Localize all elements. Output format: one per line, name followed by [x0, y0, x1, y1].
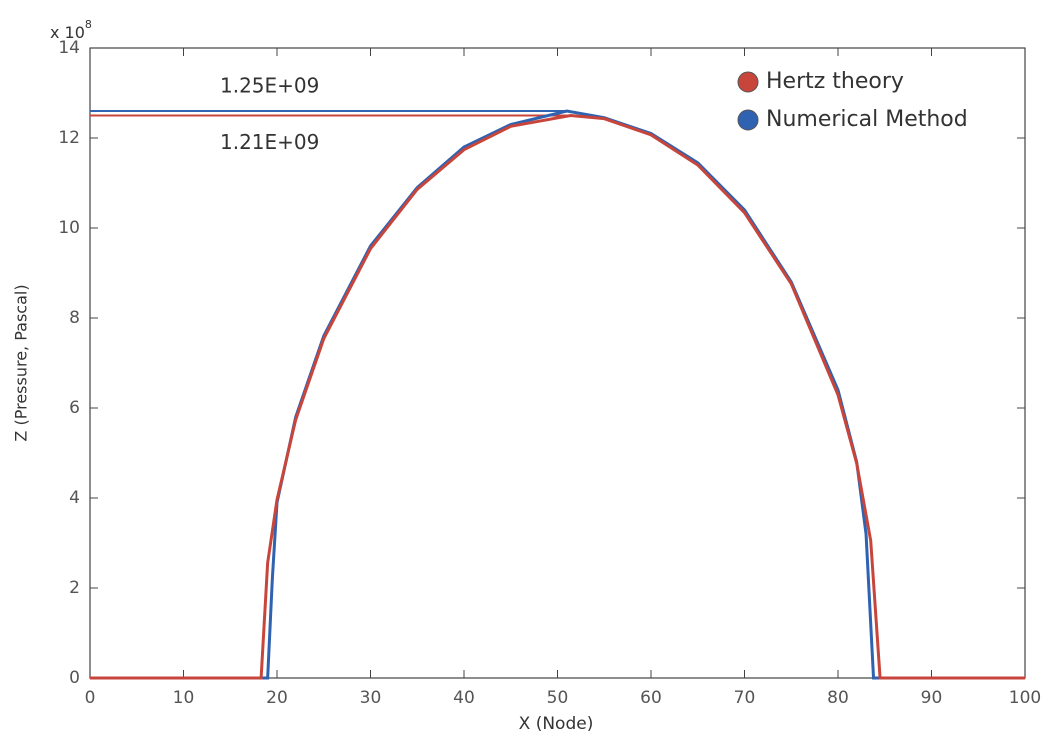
- x-tick-label: 90: [921, 688, 943, 708]
- x-axis-label: X (Node): [519, 714, 594, 734]
- annotation: 1.21E+09: [220, 130, 319, 154]
- legend-label: Numerical Method: [766, 107, 968, 132]
- x-tick-label: 80: [827, 688, 849, 708]
- x-tick-label: 10: [173, 688, 195, 708]
- x-tick-label: 70: [734, 688, 756, 708]
- legend-marker: [737, 71, 759, 93]
- x-tick-label: 0: [85, 688, 96, 708]
- series-line: [90, 113, 1025, 680]
- y-tick-label: 0: [69, 668, 80, 688]
- x-tick-label: 40: [453, 688, 475, 708]
- y-tick-label: 14: [58, 38, 80, 58]
- y-multiplier-exponent: 8: [85, 18, 92, 31]
- annotation: 1.25E+09: [220, 74, 319, 98]
- legend-marker: [737, 109, 759, 131]
- y-tick-label: 2: [69, 578, 80, 598]
- legend-label: Hertz theory: [766, 69, 904, 94]
- series-line: [90, 109, 1025, 680]
- y-multiplier-base: x 10: [50, 23, 85, 42]
- y-tick-label: 10: [58, 218, 80, 238]
- y-tick-label: 8: [69, 308, 80, 328]
- x-tick-label: 50: [547, 688, 569, 708]
- y-axis-label: Z (Pressure, Pascal): [12, 284, 31, 441]
- y-tick-label: 12: [58, 128, 80, 148]
- y-tick-label: 4: [69, 488, 80, 508]
- x-tick-label: 20: [266, 688, 288, 708]
- y-multiplier: x 108: [50, 18, 92, 42]
- x-tick-label: 30: [360, 688, 382, 708]
- y-tick-label: 6: [69, 398, 80, 418]
- x-tick-label: 100: [1009, 688, 1041, 708]
- x-tick-label: 60: [640, 688, 662, 708]
